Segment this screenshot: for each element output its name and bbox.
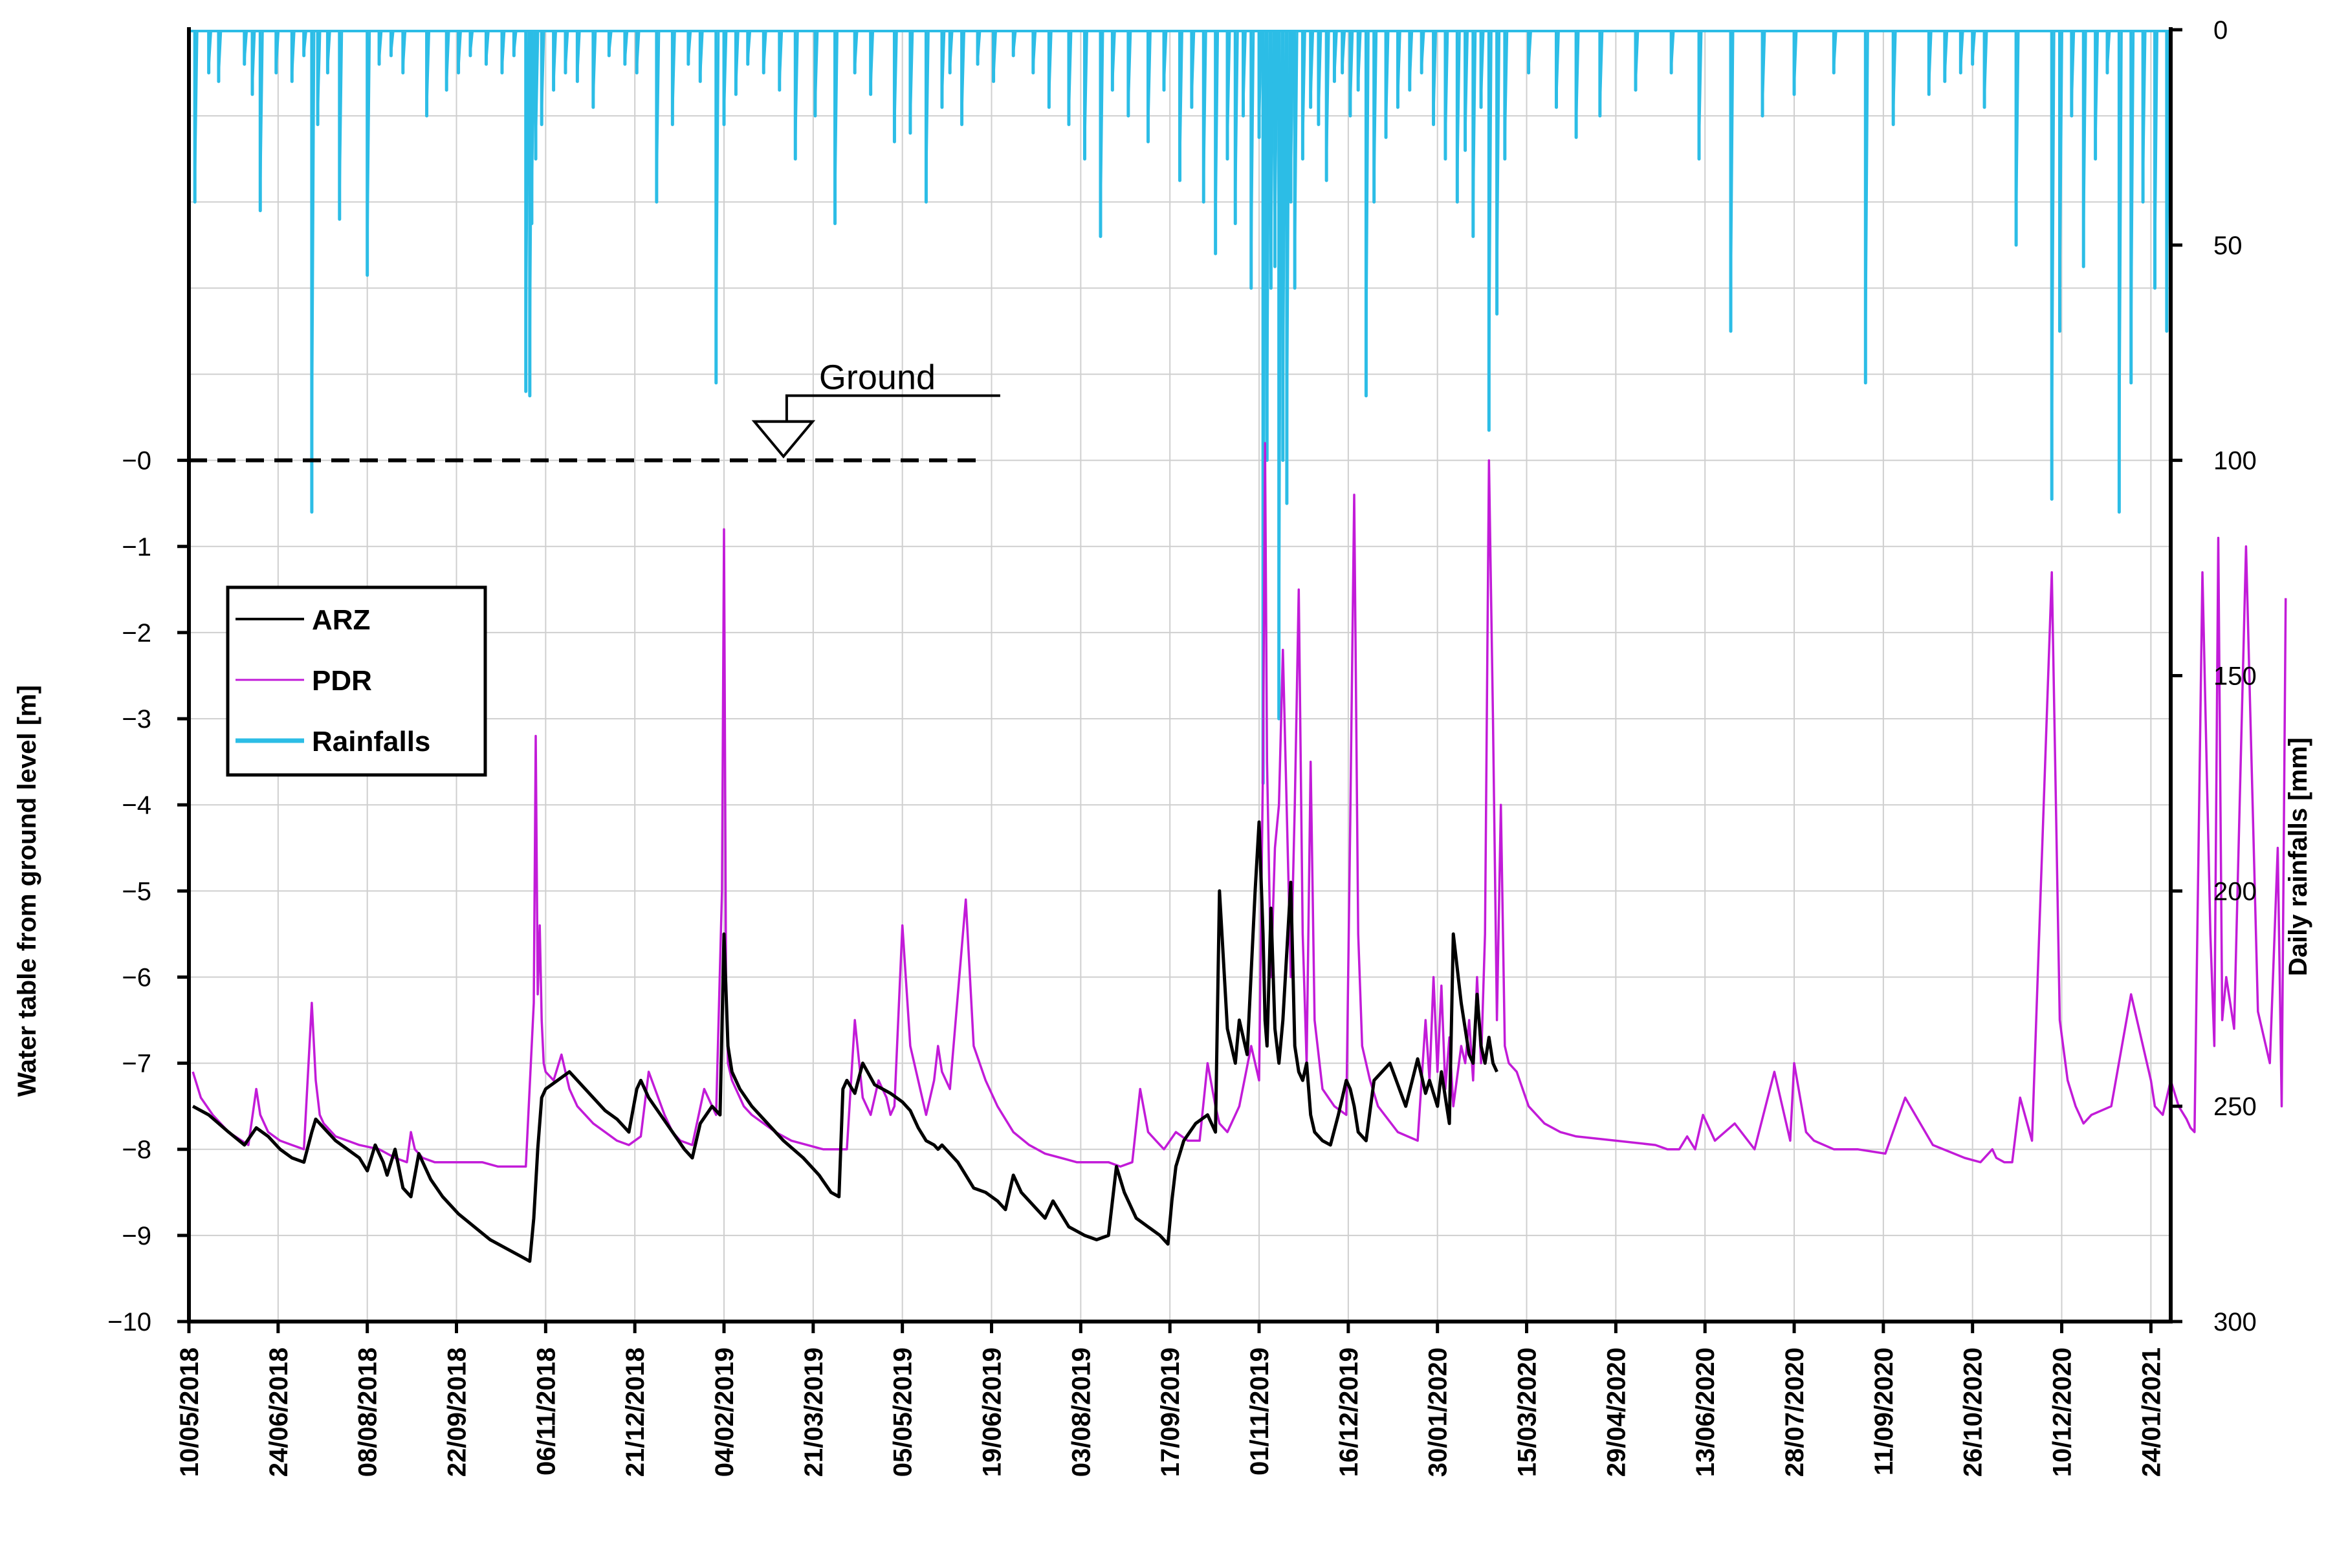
y-left-tick-label-2: −8 xyxy=(122,1136,151,1164)
x-tick-label-22: 24/01/2021 xyxy=(2137,1347,2166,1477)
x-tick-label-1: 24/06/2018 xyxy=(265,1347,293,1477)
y-right-tick-label-0: 0 xyxy=(2213,16,2228,45)
x-tick-label-2: 08/08/2018 xyxy=(354,1347,382,1477)
x-tick-label-14: 30/01/2020 xyxy=(1424,1347,1453,1477)
series-line-pdr xyxy=(192,442,2287,1168)
x-tick-label-19: 11/09/2020 xyxy=(1870,1347,1898,1475)
ground-pointer-line xyxy=(760,394,1000,423)
right-axis-ticks: 0 50 100 150 200 250 300 xyxy=(2171,16,2257,1336)
x-tick-label-9: 19/06/2019 xyxy=(978,1347,1007,1477)
y-axis-left-title: Water table from ground level [m] xyxy=(13,685,41,1096)
legend-label-rainfalls: Rainfalls xyxy=(312,726,430,757)
x-axis-ticks: 10/05/2018 24/06/2018 08/08/2018 22/09/2018… xyxy=(175,1322,2166,1477)
x-tick-label-6: 04/02/2019 xyxy=(710,1347,739,1477)
x-tick-label-0: 10/05/2018 xyxy=(175,1347,204,1477)
y-left-tick-label-3: −7 xyxy=(122,1050,151,1078)
y-left-tick-label-10: −0 xyxy=(122,447,151,475)
x-tick-label-21: 10/12/2020 xyxy=(2048,1347,2077,1477)
x-tick-label-17: 13/06/2020 xyxy=(1691,1347,1720,1477)
ground-label: Ground xyxy=(819,358,936,397)
y-left-tick-label-5: −5 xyxy=(122,877,151,906)
ground-annotation: Ground xyxy=(189,358,1000,463)
y-left-tick-label-8: −2 xyxy=(122,619,151,648)
x-tick-label-5: 21/12/2018 xyxy=(621,1347,650,1477)
x-tick-label-3: 22/09/2018 xyxy=(443,1347,472,1477)
x-tick-label-8: 05/05/2019 xyxy=(889,1347,917,1477)
x-tick-label-10: 03/08/2019 xyxy=(1067,1347,1095,1477)
y-left-tick-label-7: −3 xyxy=(122,705,151,734)
x-tick-label-15: 15/03/2020 xyxy=(1513,1347,1542,1477)
legend-label-arz: ARZ xyxy=(312,604,370,636)
y-right-tick-label-5: 250 xyxy=(2213,1093,2257,1121)
y-right-tick-label-1: 50 xyxy=(2213,232,2243,260)
left-axis-ticks: −10 −9 −8 −7 −6 −5 −4 −3 −2 −1 −0 xyxy=(107,447,189,1336)
y-left-tick-label-4: −6 xyxy=(122,963,151,992)
y-right-tick-label-2: 100 xyxy=(2213,447,2257,475)
series-line-arz xyxy=(192,820,1498,1263)
x-tick-label-18: 28/07/2020 xyxy=(1781,1347,1809,1477)
water-table-series xyxy=(192,442,2287,1263)
legend-label-pdr: PDR xyxy=(312,665,372,697)
x-tick-label-11: 17/09/2019 xyxy=(1156,1347,1185,1477)
x-tick-label-12: 01/11/2019 xyxy=(1245,1347,1274,1475)
x-tick-label-7: 21/03/2019 xyxy=(800,1347,828,1477)
y-left-tick-label-0: −10 xyxy=(107,1308,151,1336)
x-tick-label-13: 16/12/2019 xyxy=(1335,1347,1363,1477)
legend: ARZ PDR Rainfalls xyxy=(226,585,487,777)
y-axis-right-title: Daily rainfalls [mm] xyxy=(2284,737,2312,976)
y-right-tick-label-6: 300 xyxy=(2213,1308,2257,1336)
rain-outline xyxy=(193,30,2171,785)
y-left-tick-label-9: −1 xyxy=(122,533,151,561)
y-left-tick-label-6: −4 xyxy=(122,791,151,820)
y-left-tick-label-1: −9 xyxy=(122,1222,151,1250)
x-tick-label-16: 29/04/2020 xyxy=(1602,1347,1630,1477)
y-right-tick-label-4: 200 xyxy=(2213,877,2257,906)
x-tick-label-20: 26/10/2020 xyxy=(1959,1347,1988,1477)
x-tick-label-4: 06/11/2018 xyxy=(532,1347,560,1475)
y-right-tick-label-3: 150 xyxy=(2213,662,2257,691)
rainfall-series xyxy=(189,30,2171,785)
